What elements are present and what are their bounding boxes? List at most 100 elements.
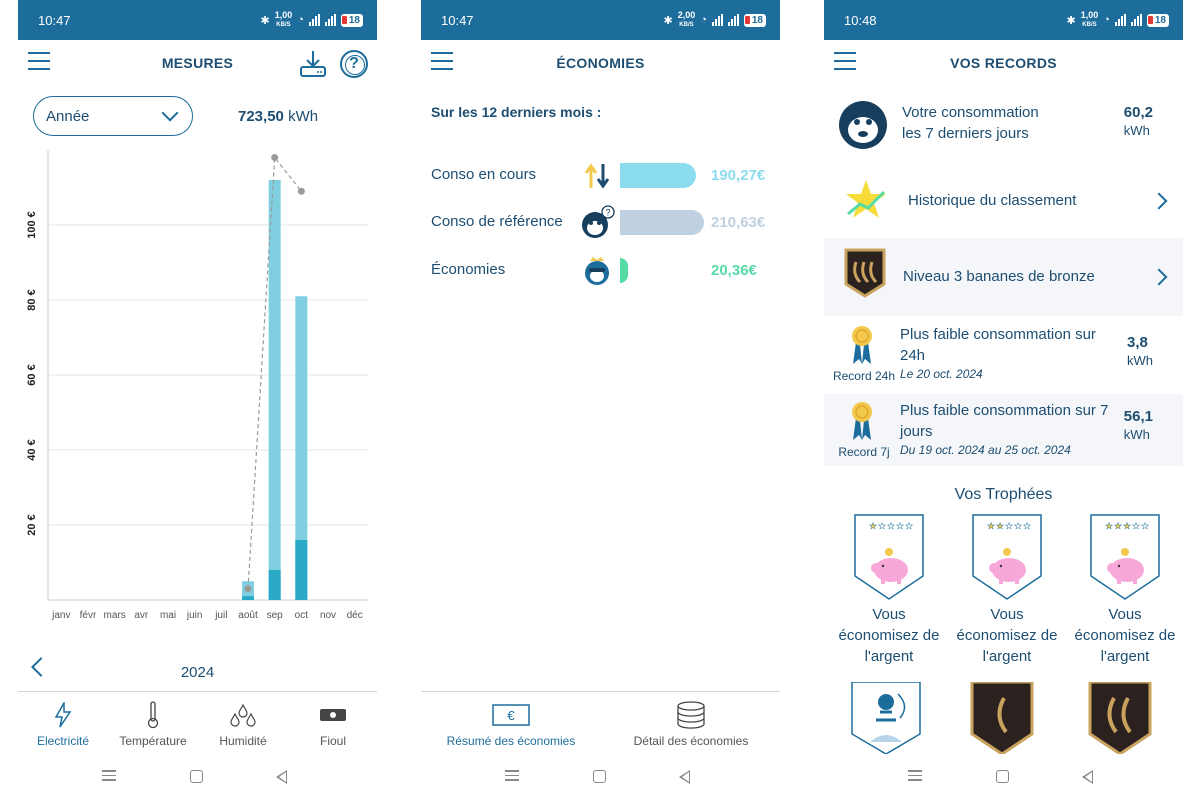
row-label: Conso en cours — [431, 166, 537, 183]
recents-icon[interactable] — [908, 770, 922, 784]
android-nav-bar — [421, 762, 780, 792]
piggy-bank-trophy-icon: ★ ★ ★ ★ ★ — [972, 514, 1042, 600]
euro-note-icon: € — [492, 704, 530, 726]
svg-text:€: € — [507, 708, 515, 723]
x-tick-label: juil — [214, 610, 227, 621]
svg-text:★: ★ — [1114, 522, 1122, 532]
x-tick-label: août — [238, 610, 258, 621]
x-tick-label: avr — [134, 610, 149, 621]
trophy-card[interactable]: ★ ★ ★ ★ ★ Vous économisez de l'argent — [952, 514, 1062, 667]
bar-base — [242, 596, 254, 600]
divider — [18, 691, 377, 692]
back-icon[interactable] — [1082, 770, 1093, 784]
record-24h: Record 24h Plus faible consommation sur 2… — [824, 320, 1183, 390]
back-icon[interactable] — [679, 770, 690, 784]
recents-icon[interactable] — [505, 770, 519, 784]
trophy-label-line: Vous — [990, 606, 1024, 623]
bar-conso-reference — [620, 210, 704, 235]
record-7j-value: 56,1 kWh — [1123, 408, 1153, 442]
reference-point — [244, 585, 252, 593]
row-conso-reference: Conso de référence ? 210,63€ — [431, 205, 776, 241]
row-label: Conso de référence — [431, 213, 563, 230]
svg-text:★: ★ — [869, 522, 877, 532]
piggy-bank-trophy-icon: ★ ★ ★ ★ ★ — [854, 514, 924, 600]
trophy-card[interactable]: ★ ★ ★ ★ ★ Vous économisez de l'argent — [834, 514, 944, 667]
network-speed: 1,00 KB/S — [1080, 10, 1099, 29]
battery-icon: 18 — [1146, 13, 1169, 27]
wifi-icon: ◔ — [1103, 14, 1110, 26]
status-time: 10:48 — [844, 13, 877, 28]
menu-icon[interactable] — [431, 52, 453, 70]
star-rising-icon — [846, 180, 886, 218]
x-tick-label: nov — [320, 610, 336, 621]
svg-text:★: ★ — [987, 522, 995, 532]
row-amount: 210,63€ — [711, 214, 766, 231]
trophy-card[interactable]: ★ ★ ★ ★ ★ Vous économisez de l'argent — [1070, 514, 1180, 667]
bar-total — [268, 180, 281, 600]
lightning-icon — [54, 702, 72, 728]
up-down-arrows-icon — [584, 163, 610, 189]
chevron-down-icon — [161, 104, 179, 122]
signal-icon — [1114, 14, 1126, 26]
level-link[interactable]: Niveau 3 bananes de bronze — [824, 238, 1183, 316]
record-24h-label: Plus faible consommation sur 24h — [900, 326, 1096, 364]
weekly-value: 60,2 kWh — [1123, 104, 1153, 138]
svg-text:★: ★ — [1023, 522, 1031, 532]
economies-tabs: € Résumé des économies Détail des économ… — [421, 700, 780, 756]
record-7j: Record 7j Plus faible consommation sur 7… — [824, 394, 1183, 466]
home-icon[interactable] — [996, 770, 1009, 783]
home-icon[interactable] — [593, 770, 606, 783]
trophy-label-line: économisez de — [1074, 627, 1176, 644]
row-amount: 190,27€ — [711, 167, 766, 184]
screen-records: 10:48 ✱ 1,00 KB/S ◔ 18 VOS RECORDS Votre … — [824, 0, 1183, 800]
monkey-snow-trophy-icon[interactable] — [850, 682, 922, 754]
menu-icon[interactable] — [834, 52, 856, 70]
tab-fioul[interactable]: Fioul — [288, 700, 377, 748]
tab-electricite[interactable]: Electricité — [18, 700, 108, 748]
page-title: ÉCONOMIES — [556, 55, 645, 71]
svg-text:★: ★ — [1005, 522, 1013, 532]
level-label: Niveau 3 bananes de bronze — [903, 268, 1095, 285]
medal-ribbon-icon — [852, 326, 872, 364]
y-tick-label: 60 € — [26, 364, 38, 385]
two-bananas-trophy-icon[interactable] — [1088, 682, 1152, 754]
y-tick-label: 40 € — [26, 439, 38, 460]
row-economies: Économies 20,36€ — [431, 253, 776, 289]
svg-text:?: ? — [605, 208, 610, 218]
header: VOS RECORDS — [824, 40, 1183, 84]
x-tick-label: sep — [267, 610, 284, 621]
tab-label: Fioul — [319, 734, 346, 748]
back-icon[interactable] — [276, 770, 287, 784]
signal-icon — [324, 14, 336, 26]
signal-icon — [711, 14, 723, 26]
consumption-chart: 20 €40 €60 €80 €100 €janv févr mars avr mai j… — [26, 150, 368, 621]
download-icon[interactable] — [298, 48, 328, 78]
status-bar: 10:47 ✱ 1,00 KB/S ◔ 18 — [18, 0, 377, 40]
bronze-banana-badge-icon — [844, 248, 886, 298]
menu-icon[interactable] — [28, 52, 50, 70]
banana-trophy-icon[interactable] — [970, 682, 1034, 754]
period-select[interactable]: Année — [33, 96, 193, 136]
x-tick-label: févr — [80, 610, 97, 621]
help-icon[interactable]: ? — [340, 50, 368, 78]
record-tag: Record 7j — [838, 445, 890, 459]
trophy-label-line: Vous — [1108, 606, 1142, 623]
tab-resume[interactable]: € Résumé des économies — [431, 700, 591, 748]
recents-icon[interactable] — [102, 770, 116, 784]
home-icon[interactable] — [190, 770, 203, 783]
ranking-history-link[interactable]: Historique du classement — [824, 166, 1183, 234]
record-date: Du 19 oct. 2024 au 25 oct. 2024 — [900, 443, 1071, 457]
energy-tabs: Electricité Température Humidité Fioul — [18, 700, 377, 756]
x-tick-label: juin — [186, 610, 203, 621]
tab-temperature[interactable]: Température — [108, 700, 198, 748]
tab-detail[interactable]: Détail des économies — [611, 700, 771, 748]
header: ÉCONOMIES — [421, 40, 780, 84]
android-nav-bar — [824, 762, 1183, 792]
coins-icon — [677, 701, 705, 729]
trophies-title: Vos Trophées — [954, 486, 1053, 503]
weekly-label: Votre consommation les 7 derniers jours — [902, 104, 1039, 142]
svg-text:★: ★ — [1014, 522, 1022, 532]
tab-humidite[interactable]: Humidité — [198, 700, 288, 748]
y-tick-label: 20 € — [26, 514, 38, 535]
year-navigator: 2024 — [18, 652, 377, 688]
